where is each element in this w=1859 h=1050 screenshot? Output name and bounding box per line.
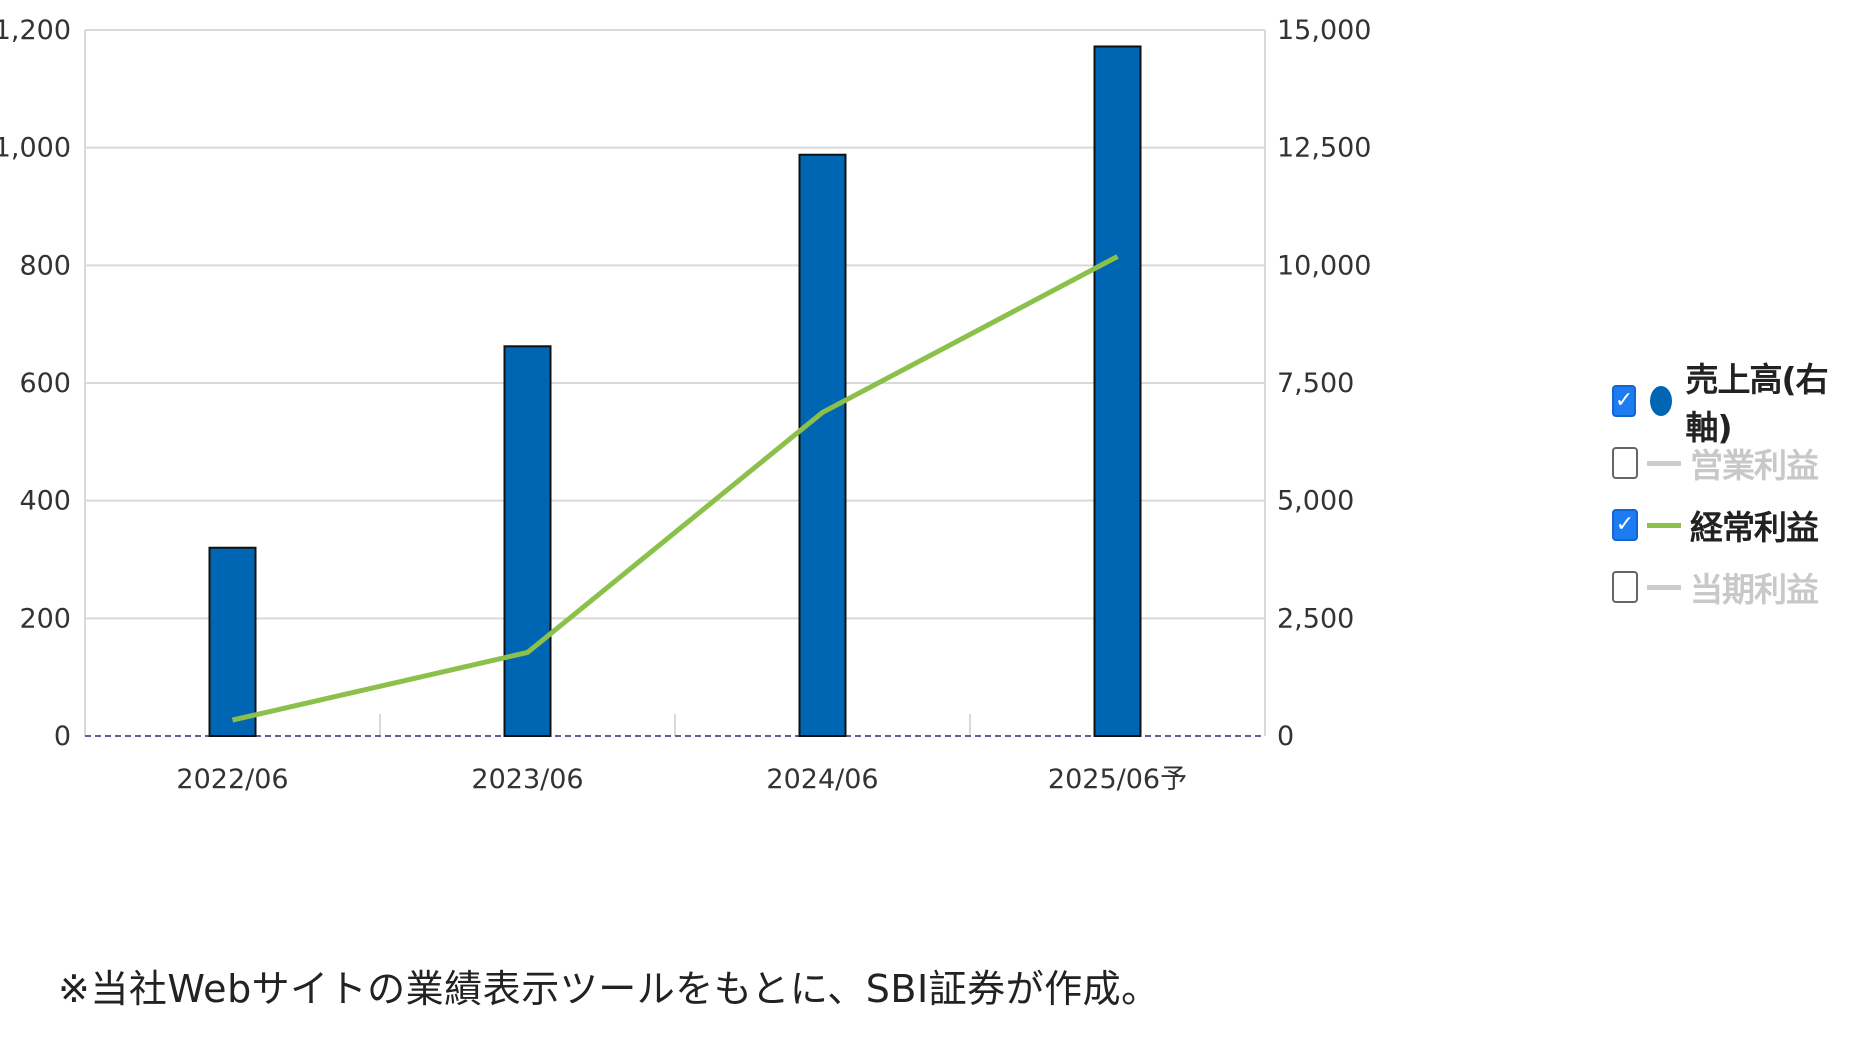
series-dot-icon [1644, 383, 1677, 419]
series-line-icon [1646, 569, 1682, 605]
checkmark-icon: ✓ [1614, 388, 1634, 413]
left-tick-label: 1,200 [0, 15, 71, 46]
legend-swatch [1649, 386, 1672, 416]
checkmark-icon: ✓ [1615, 512, 1635, 537]
legend-label: 売上高(右軸) [1685, 360, 1828, 447]
bar-series [208, 45, 1142, 738]
x-tick-label: 2025/06予 [1048, 764, 1187, 795]
right-tick-label: 10,000 [1277, 250, 1371, 281]
right-axis-ticks: 0 2,500 5,000 7,500 10,000 12,500 15,000 [1277, 15, 1371, 752]
legend-swatch [1647, 460, 1681, 466]
bar [503, 345, 552, 737]
legend-swatch [1647, 584, 1681, 590]
series-line-icon [1646, 445, 1682, 481]
right-tick-label: 0 [1277, 721, 1294, 752]
series-line-icon [1646, 507, 1682, 543]
combo-chart: 0 200 400 600 800 1,000 1,200 0 2,500 5,000 7,500… [0, 15, 1371, 795]
legend-label: 経常利益 [1690, 508, 1819, 547]
source-note: ※当社Webサイトの業績表示ツールをもとに、SBI証券が作成。 [58, 967, 1160, 1011]
legend-checkbox[interactable] [1612, 571, 1638, 603]
x-tick-label: 2022/06 [176, 764, 288, 795]
legend-checkbox[interactable] [1612, 447, 1638, 479]
legend-item[interactable]: 当期利益 [1612, 556, 1859, 618]
line-series [231, 254, 1119, 723]
series-line [231, 254, 1119, 723]
right-tick-label: 7,500 [1277, 368, 1354, 399]
left-tick-label: 0 [54, 721, 71, 752]
left-tick-label: 400 [19, 486, 71, 517]
right-tick-label: 2,500 [1277, 603, 1354, 634]
x-axis-ticks: 2022/06 2023/06 2024/06 2025/06予 [176, 764, 1187, 795]
left-tick-label: 1,000 [0, 133, 71, 164]
legend-label: 営業利益 [1690, 446, 1819, 485]
legend: ✓ 売上高(右軸) 営業利益 ✓ 経常利益当期利益 [1612, 360, 1859, 618]
bar [1093, 45, 1142, 738]
legend-label: 当期利益 [1690, 570, 1819, 609]
grid-lines [84, 29, 1266, 737]
legend-checkbox[interactable]: ✓ [1612, 509, 1638, 541]
legend-item[interactable]: ✓ 売上高(右軸) [1612, 360, 1859, 447]
bar [798, 153, 847, 737]
left-axis-ticks: 0 200 400 600 800 1,000 1,200 [0, 15, 71, 752]
right-tick-label: 12,500 [1277, 133, 1371, 164]
legend-item[interactable]: 営業利益 [1612, 432, 1859, 494]
right-tick-label: 5,000 [1277, 486, 1354, 517]
left-tick-label: 200 [19, 603, 71, 634]
x-tick-label: 2024/06 [766, 764, 878, 795]
legend-swatch [1647, 522, 1681, 528]
bar [208, 546, 257, 737]
right-tick-label: 15,000 [1277, 15, 1371, 46]
left-tick-label: 600 [19, 368, 71, 399]
x-tick-label: 2023/06 [471, 764, 583, 795]
legend-checkbox[interactable]: ✓ [1612, 385, 1637, 417]
legend-item[interactable]: ✓ 経常利益 [1612, 494, 1859, 556]
left-tick-label: 800 [19, 250, 71, 281]
